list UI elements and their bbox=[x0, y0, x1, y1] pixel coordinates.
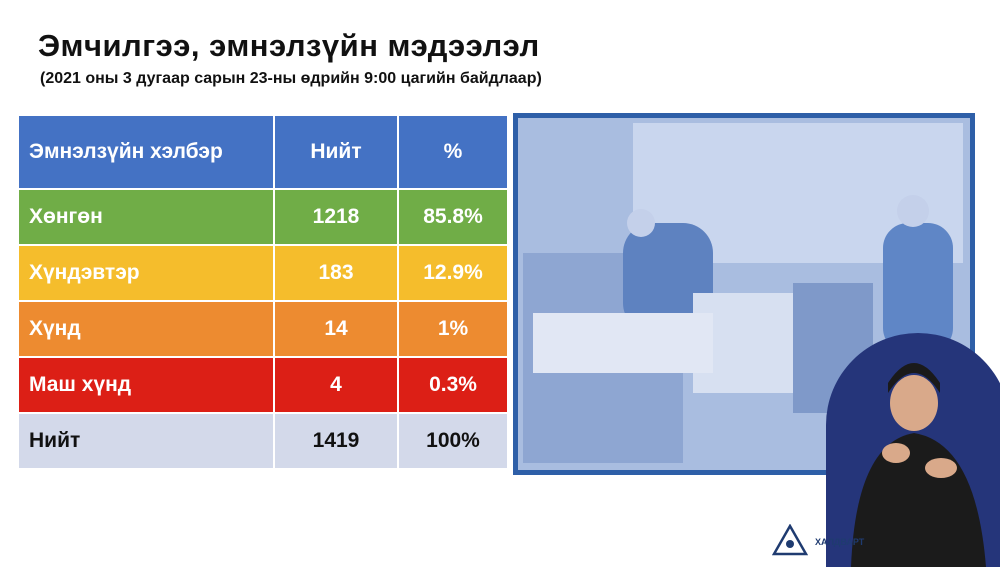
table-cell: 4 bbox=[273, 356, 399, 414]
table-cell: 14 bbox=[273, 300, 399, 358]
table-cell: 1218 bbox=[273, 188, 399, 246]
hospital-photo bbox=[513, 113, 975, 475]
table-cell: 183 bbox=[273, 244, 399, 302]
table-cell: Хүндэвтэр bbox=[17, 244, 275, 302]
column-header: % bbox=[397, 114, 509, 190]
table-cell: 100% bbox=[397, 412, 509, 470]
column-header: Эмнэлзүйн хэлбэр bbox=[17, 114, 275, 190]
logo-text: ХАЛДВАРТ bbox=[815, 537, 865, 547]
slide-title: Эмчилгээ, эмнэлзүйн мэдээлэл bbox=[38, 28, 540, 63]
table-cell: Маш хүнд bbox=[17, 356, 275, 414]
table-cell: 0.3% bbox=[397, 356, 509, 414]
table-row: Маш хүнд 4 0.3% bbox=[17, 356, 509, 414]
column-header: Нийт bbox=[273, 114, 399, 190]
sign-interpreter bbox=[826, 333, 1000, 567]
header-row: Эмнэлзүйн хэлбэр Нийт% bbox=[17, 114, 509, 190]
table-cell: Хүнд bbox=[17, 300, 275, 358]
slide-subtitle: (2021 оны 3 дугаар сарын 23-ны өдрийн 9:… bbox=[40, 70, 542, 87]
table-cell: 1% bbox=[397, 300, 509, 358]
table-cell: 1419 bbox=[273, 412, 399, 470]
logo bbox=[772, 524, 808, 556]
table-row: Хөнгөн 1218 85.8% bbox=[17, 188, 509, 246]
table-cell: Нийт bbox=[17, 412, 275, 470]
table-cell: 85.8% bbox=[397, 188, 509, 246]
severity-table: Эмнэлзүйн хэлбэр Нийт% Хөнгөн 1218 85.8% Хүн… bbox=[17, 114, 509, 470]
table-cell: 12.9% bbox=[397, 244, 509, 302]
table-row: Хүндэвтэр 183 12.9% bbox=[17, 244, 509, 302]
table-cell: Хөнгөн bbox=[17, 188, 275, 246]
table-row: Нийт 1419 100% bbox=[17, 412, 509, 470]
table-row: Хүнд 14 1% bbox=[17, 300, 509, 358]
table-body: Хөнгөн 1218 85.8% Хүндэвтэр 183 12.9% Хүнд 14 1%… bbox=[17, 188, 509, 470]
